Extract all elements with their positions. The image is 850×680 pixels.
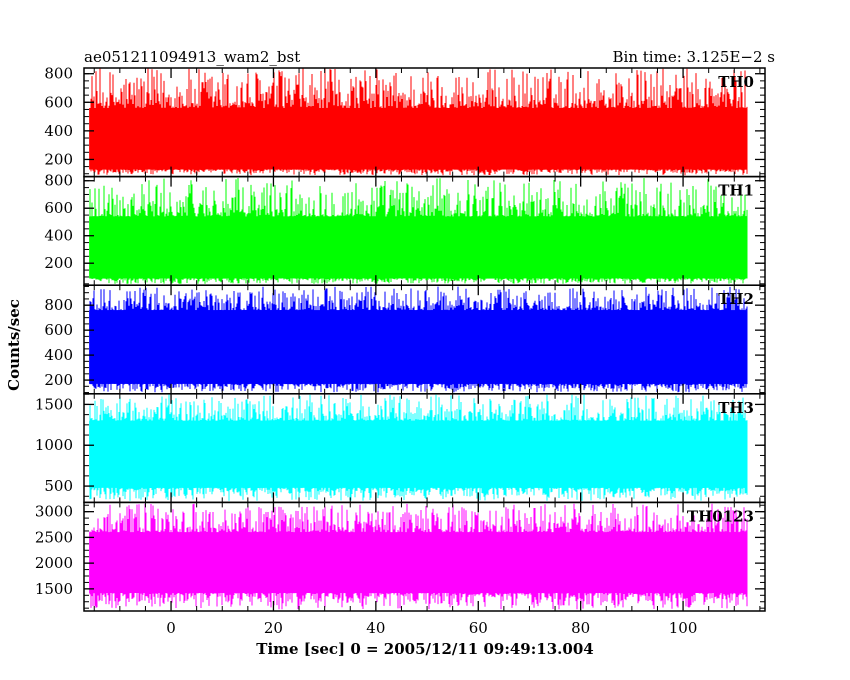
panel-th0123: 1500 2000 2500 3000 TH0123 [35,501,766,612]
y-tick-label: 800 [44,172,73,190]
chart-title: ae051211094913_wam2_bst [84,48,300,66]
y-tick-label: 200 [44,254,73,272]
y-tick-label: 2000 [35,554,73,572]
y-tick-label: 1000 [35,436,73,454]
x-tick-label: 40 [366,619,385,637]
panel-th2: 200 400 600 800 TH2 [44,284,766,395]
y-tick-label: 400 [44,122,73,140]
x-tick-label: 60 [469,619,488,637]
series-line-th0 [89,68,748,176]
y-tick-label: 1500 [35,395,73,413]
series-line-th3 [89,394,748,501]
x-tick-label: 20 [264,619,283,637]
y-tick-label: 200 [44,150,73,168]
y-tick-label: 1500 [35,580,73,598]
panel-label: TH1 [718,182,754,200]
panel-label: TH2 [718,290,754,308]
y-tick-label: 2500 [35,528,73,546]
panel-th3: 500 1000 1500 TH3 [35,393,766,504]
x-tick-label: 100 [669,619,698,637]
y-tick-label: 800 [44,296,73,314]
panel-label: TH0 [718,73,754,91]
y-tick-label: 400 [44,346,73,364]
y-tick-label: 600 [44,199,73,217]
x-tick-label: 0 [166,619,176,637]
y-axis-title: Counts/sec [5,299,23,391]
y-tick-label: 600 [44,321,73,339]
panel-stack: 200 400 600 800 TH0 200 400 600 800 TH1 200 400 600 8… [35,65,766,612]
series-line-th0123 [89,503,748,610]
x-axis-title: Time [sec] 0 = 2005/12/11 09:49:13.004 [256,640,593,658]
series-line-th1 [89,178,748,284]
y-tick-label: 500 [44,477,73,495]
bin-time-label: Bin time: 3.125E−2 s [613,48,775,66]
y-tick-label: 600 [44,93,73,111]
y-tick-label: 800 [44,65,73,83]
panel-label: TH3 [718,399,754,417]
series-line-th2 [89,286,748,393]
panel-th0: 200 400 600 800 TH0 [44,65,766,178]
x-tick-label: 80 [571,619,590,637]
panel-th1: 200 400 600 800 TH1 [44,172,766,286]
y-tick-label: 400 [44,227,73,245]
y-tick-label: 200 [44,371,73,389]
x-axis: 0 20 40 60 80 100 [166,619,697,637]
panel-label: TH0123 [687,507,754,525]
y-tick-label: 3000 [35,503,73,521]
